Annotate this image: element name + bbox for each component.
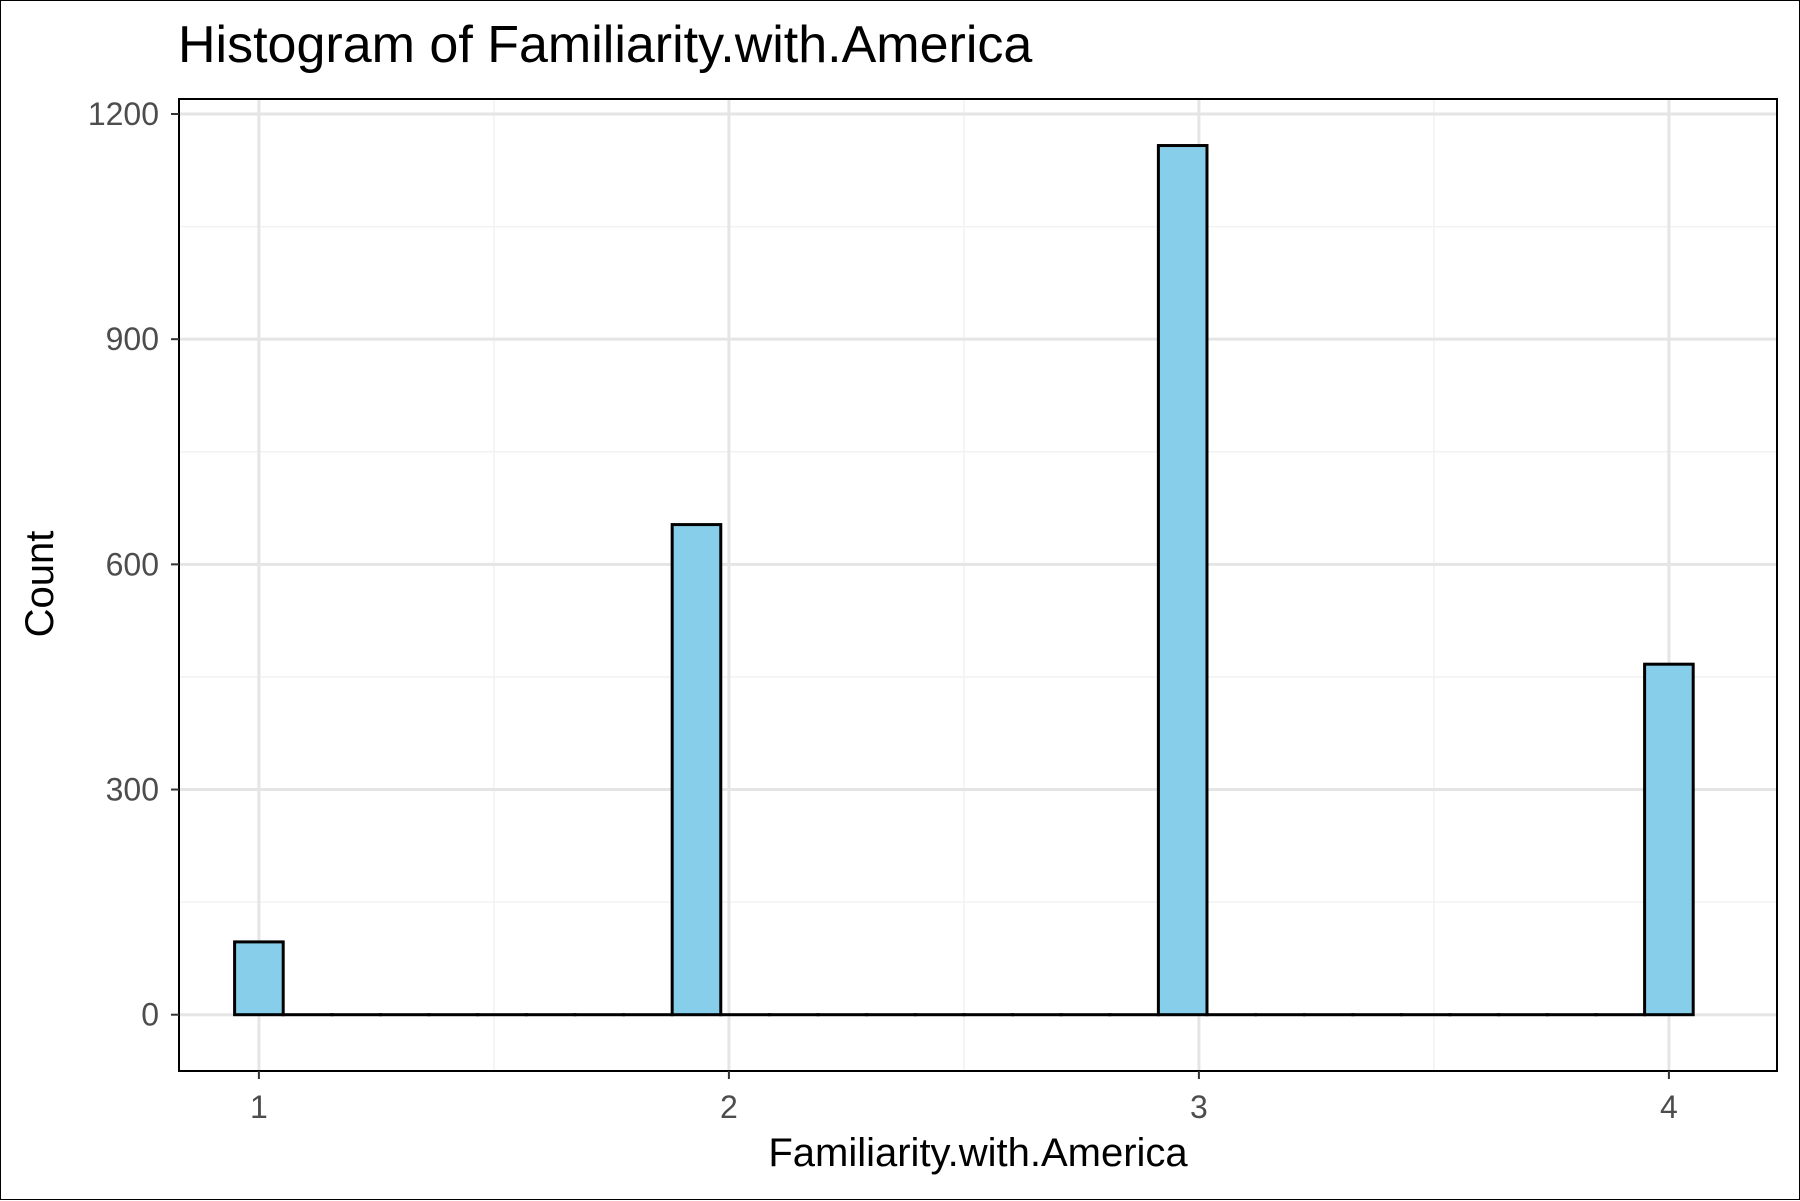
y-tick-label: 1200 bbox=[88, 96, 159, 132]
y-tick-label: 0 bbox=[141, 997, 159, 1033]
histogram-bar bbox=[1645, 664, 1694, 1015]
x-tick-label: 2 bbox=[720, 1089, 738, 1125]
histogram-bar bbox=[235, 942, 284, 1015]
x-tick-label: 4 bbox=[1660, 1089, 1678, 1125]
y-axis-title: Count bbox=[18, 531, 62, 638]
x-axis-ticks: 1 2 3 4 bbox=[250, 1071, 1678, 1125]
x-tick-label: 3 bbox=[1190, 1089, 1208, 1125]
y-tick-label: 300 bbox=[106, 772, 159, 808]
x-tick-label: 1 bbox=[250, 1089, 268, 1125]
x-axis-title: Familiarity.with.America bbox=[768, 1131, 1188, 1175]
major-gridlines bbox=[179, 99, 1777, 1071]
y-tick-label: 600 bbox=[106, 546, 159, 582]
histogram-bar bbox=[1158, 146, 1207, 1015]
minor-gridlines bbox=[179, 99, 1777, 1071]
histogram-bar bbox=[672, 525, 721, 1015]
plot-panel-border bbox=[179, 99, 1777, 1071]
chart-title: Histogram of Familiarity.with.America bbox=[178, 16, 1032, 74]
y-axis-ticks: 0 300 600 900 1200 bbox=[88, 96, 179, 1033]
y-tick-label: 900 bbox=[106, 321, 159, 357]
